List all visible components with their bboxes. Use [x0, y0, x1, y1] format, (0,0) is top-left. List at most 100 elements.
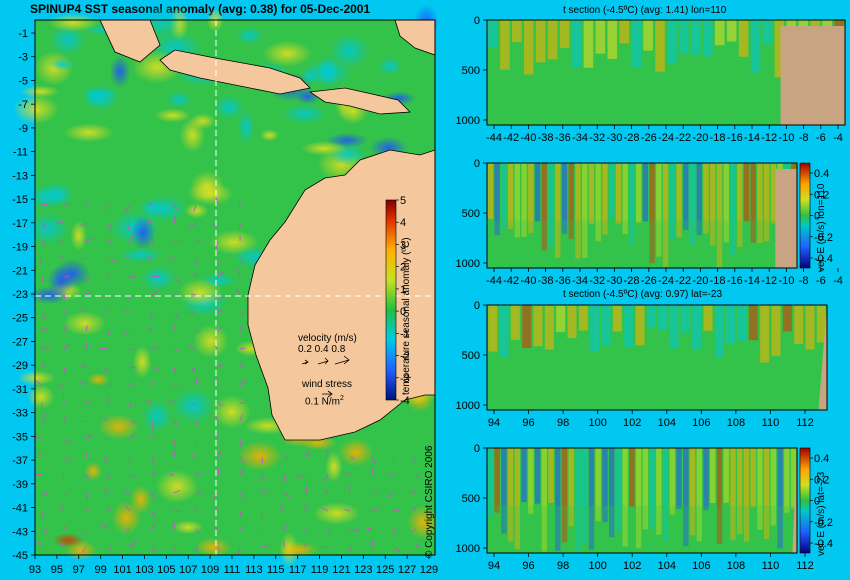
section-column: [669, 448, 676, 515]
section-column: [771, 305, 781, 356]
velocity-colorbar-tick: 0: [814, 496, 820, 508]
section-column: [730, 163, 736, 257]
section-x-tick-label: -30: [606, 132, 622, 144]
section-column: [662, 163, 669, 267]
section-column: [696, 448, 702, 542]
section-x-tick-label: -26: [641, 132, 657, 144]
lat-tick-label: -41: [12, 503, 28, 515]
sst-colorbar-tick: -1: [400, 328, 410, 340]
velocity-vectors: [34, 198, 420, 555]
section-column: [619, 20, 630, 44]
section-x-tick-label: 96: [522, 417, 534, 429]
depth-tick-label: 1000: [456, 543, 480, 555]
velocity-colorbar-tick: -0.4: [814, 538, 833, 550]
copyright: © Copyright CSIRO 2006: [424, 445, 435, 558]
section-x-tick-label: -28: [624, 132, 640, 144]
section-column: [629, 163, 635, 245]
lat-tick-label: -19: [12, 242, 28, 254]
section-column: [635, 448, 642, 549]
section-land: [780, 26, 845, 125]
section-column: [662, 448, 669, 541]
section-column: [501, 163, 507, 230]
section-x-tick-label: -42: [503, 132, 519, 144]
section-x-tick-label: -20: [692, 275, 708, 287]
section-column: [689, 448, 696, 536]
sst-colorbar-tick: 1: [400, 284, 406, 296]
section-x-tick-label: -4: [833, 275, 843, 287]
section-column: [548, 163, 554, 248]
section-x-tick-label: -16: [727, 275, 743, 287]
section-column: [578, 305, 588, 331]
section-column: [692, 305, 702, 350]
section-column: [723, 448, 729, 503]
section-x-tick-label: -6: [816, 275, 826, 287]
lon-tick-label: 111: [224, 564, 241, 576]
section-column: [582, 448, 588, 545]
section-column: [738, 20, 749, 57]
section-column: [777, 448, 783, 549]
velocity-colorbar-tick: 0: [814, 211, 820, 223]
velocity-colorbar-tick: 0.2: [814, 474, 829, 486]
section-column: [561, 163, 568, 234]
section-column: [567, 305, 577, 339]
velocity-values: 0.2 0.4 0.8: [298, 344, 346, 355]
panel-frame: [486, 304, 828, 411]
section-column: [748, 305, 758, 341]
section-column: [588, 448, 595, 550]
section-x-tick-label: 106: [692, 417, 710, 429]
section-x-tick-label: -30: [606, 275, 622, 287]
section-x-tick-label: 104: [658, 417, 676, 429]
section-column: [750, 20, 761, 73]
section-column: [487, 448, 494, 517]
section-column: [622, 448, 628, 547]
section-column: [615, 163, 622, 224]
section-column: [658, 305, 668, 331]
section-x-tick-label: -38: [538, 132, 554, 144]
section-column: [595, 20, 606, 54]
section-column: [774, 20, 785, 78]
lat-tick-label: -33: [12, 408, 28, 420]
lat-tick-label: -1: [18, 28, 28, 40]
section-x-tick-label: -8: [799, 132, 809, 144]
section-column: [676, 448, 682, 510]
section-column: [669, 305, 679, 349]
section-column: [710, 163, 716, 246]
sst-colorbar-tick: 0: [400, 306, 406, 318]
depth-tick-label: 0: [474, 158, 480, 170]
section-column: [608, 163, 615, 220]
lon-tick-labels: 93 95 97 99 101 103 105 107 109 111 113 115 117 119 12…: [29, 555, 438, 576]
wind-stress-label: wind stress: [302, 379, 353, 390]
section-x-tick-label: 102: [623, 417, 641, 429]
panel2-cb-label: vel. E (m/s) lon=110: [816, 183, 827, 272]
depth-tick-label: 1000: [456, 258, 480, 270]
section-column: [547, 20, 558, 60]
lat-tick-label: -17: [12, 218, 28, 230]
section-column: [714, 305, 724, 357]
section-column: [770, 163, 777, 224]
panel3-title: t section (-4.5ºC) (avg: 0.97) lat=-23: [563, 289, 722, 300]
lon-tick-label: 107: [179, 564, 197, 576]
sst-colorbar-tick: 2: [400, 262, 406, 274]
section-column: [548, 448, 554, 503]
panel-frame: [486, 447, 798, 554]
section-column: [487, 163, 494, 219]
sst-colorbar-tick: 3: [400, 239, 406, 251]
section-column: [642, 448, 649, 530]
section-column: [649, 163, 655, 264]
velocity-colorbar-tick: 0.4: [814, 453, 829, 465]
section-column: [737, 163, 743, 247]
lon-tick-label: 99: [95, 564, 107, 576]
depth-tick-label: 0: [474, 443, 480, 455]
section-x-tick-label: -40: [520, 132, 536, 144]
lat-tick-label: -3: [18, 52, 28, 64]
section-column: [696, 163, 702, 236]
velocity-label: velocity (m/s): [298, 333, 357, 344]
lon-tick-label: 93: [29, 564, 41, 576]
lat-tick-label: -23: [12, 289, 28, 301]
section-x-tick-label: -6: [816, 132, 826, 144]
section-x-tick-label: 108: [727, 560, 745, 572]
lon-tick-label: 115: [267, 564, 285, 576]
section-column: [556, 305, 566, 332]
section-column: [595, 448, 601, 522]
